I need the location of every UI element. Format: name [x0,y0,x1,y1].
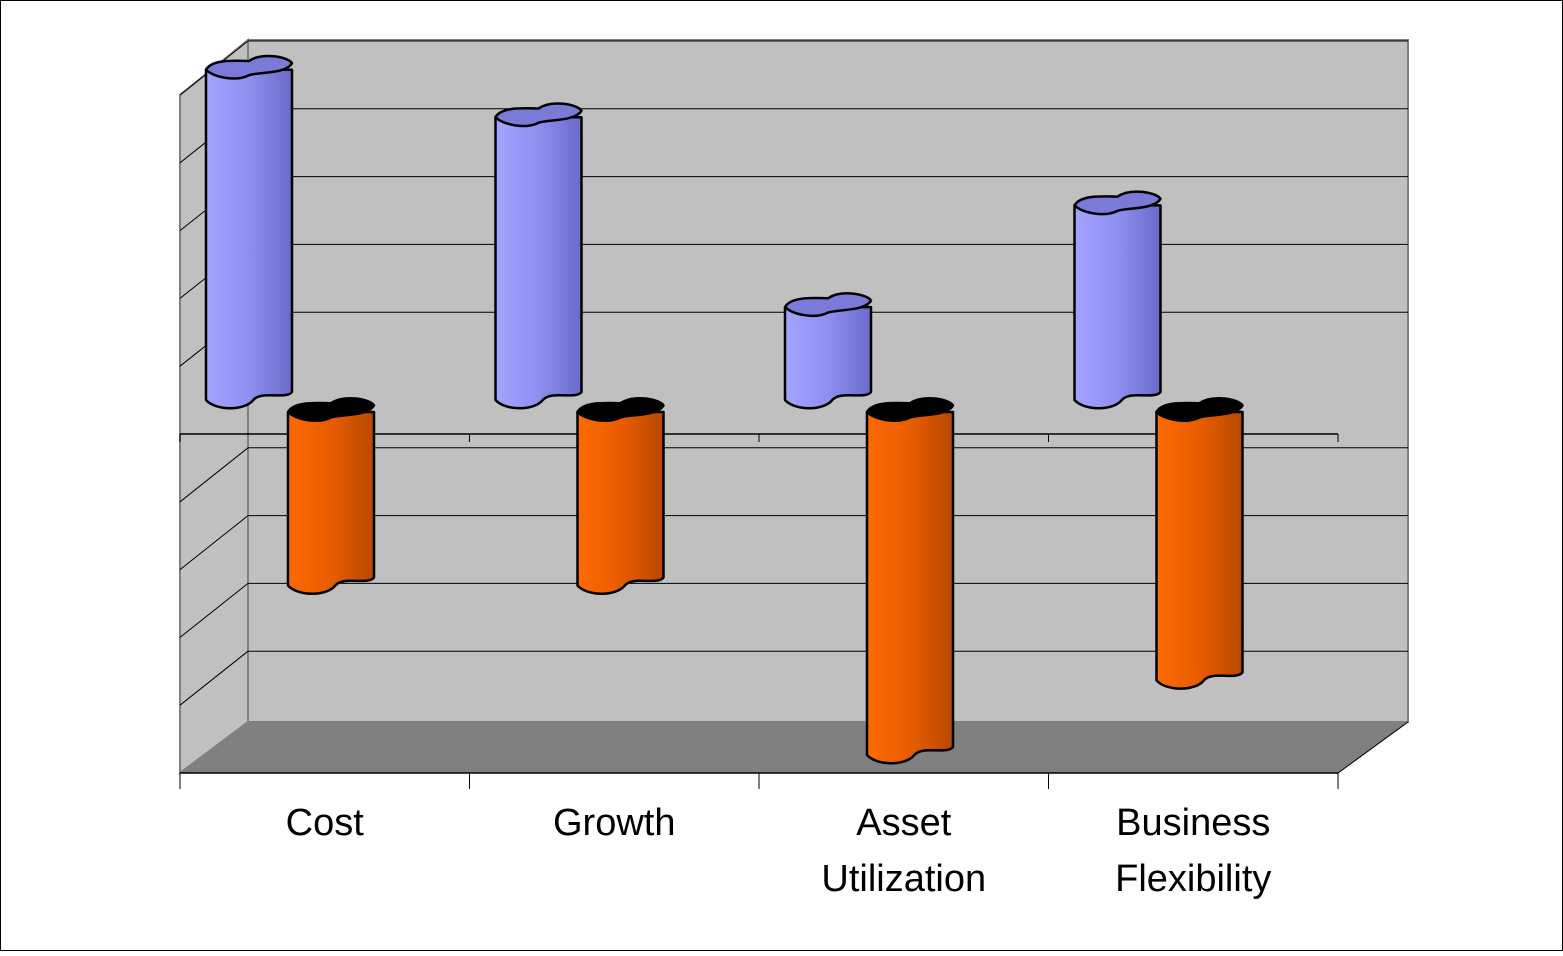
bar-s1-1 [576,397,665,595]
bar-s0-0 [204,54,294,410]
gridline-side [179,447,249,503]
bar-cap [783,292,873,318]
category-label-0: Cost [286,802,365,844]
floor [178,721,1410,774]
bar-body [783,305,873,410]
bar-cap [865,397,955,422]
category-label-2: Asset Utilization [821,802,986,900]
category-label-1: Growth [553,802,675,844]
bar-s1-0 [286,397,376,595]
category-label-line: Growth [553,802,675,844]
bar-body [286,410,376,595]
bar-cap [1073,190,1162,216]
bar-body [576,410,665,595]
gridline-side [179,650,249,706]
bar-cap [1155,397,1244,422]
bar-cap [576,397,665,422]
bar-s0-3 [1073,190,1162,410]
bar-body [865,410,955,765]
category-label-line: Asset [856,802,951,844]
floor-right-edge [1337,721,1409,774]
category-label-line: Cost [286,802,365,844]
category-label-3: Business Flexibility [1115,802,1271,900]
bar-body [204,68,294,410]
category-label-line: Utilization [821,858,986,900]
bar-cap [204,54,294,80]
bar-body [494,115,583,410]
gridline-side [179,583,249,638]
bar-s1-2 [865,397,955,765]
bar-s0-2 [783,292,873,410]
bar-body [1155,410,1244,690]
bar-s0-1 [494,102,583,410]
category-label-line: Flexibility [1115,858,1271,900]
bar-body [1073,204,1162,410]
gridline-side [179,515,249,570]
category-label-line: Business [1116,802,1270,844]
bar-cap [494,102,583,128]
bar-s1-3 [1155,397,1244,690]
bar-cap [286,397,376,422]
